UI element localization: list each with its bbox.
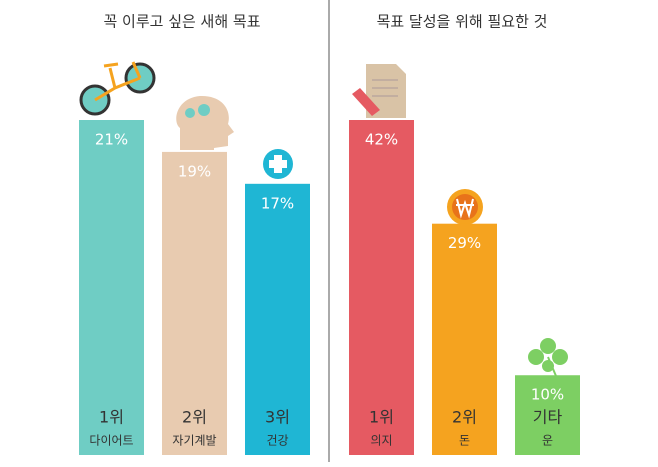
bar: [79, 120, 144, 455]
category-label: 다이어트: [89, 434, 133, 448]
rank-label: 기타: [533, 408, 563, 427]
clover-icon: [528, 338, 568, 377]
rank-label: 3위: [265, 408, 290, 427]
rank-label: 1위: [99, 408, 124, 427]
value-label: 21%: [95, 131, 128, 149]
rank-label: 1위: [369, 408, 394, 427]
value-label: 42%: [365, 131, 398, 149]
chart-title: 목표 달성을 위해 필요한 것: [377, 13, 548, 31]
category-label: 의지: [370, 434, 392, 448]
bar: [162, 151, 227, 455]
category-label: 자기계발: [172, 434, 216, 448]
category-label: 건강: [266, 434, 288, 448]
bar: [515, 375, 580, 455]
bicycle-icon: [79, 61, 156, 116]
bar: [349, 120, 414, 455]
chart-title: 꼭 이루고 싶은 새해 목표: [103, 13, 260, 31]
value-label: 29%: [448, 234, 481, 252]
plus-icon: [263, 149, 293, 179]
bar: [245, 183, 310, 456]
category-label: 돈: [459, 434, 470, 448]
bar: [432, 223, 497, 455]
paper-icon: [352, 64, 406, 118]
rank-label: 2위: [182, 408, 207, 427]
value-label: 19%: [178, 162, 211, 180]
value-label: 10%: [531, 386, 564, 404]
head-icon: [176, 95, 234, 150]
rank-label: 2위: [452, 408, 477, 427]
coin-icon: [447, 189, 483, 225]
value-label: 17%: [261, 194, 294, 212]
category-label: 운: [542, 434, 553, 448]
